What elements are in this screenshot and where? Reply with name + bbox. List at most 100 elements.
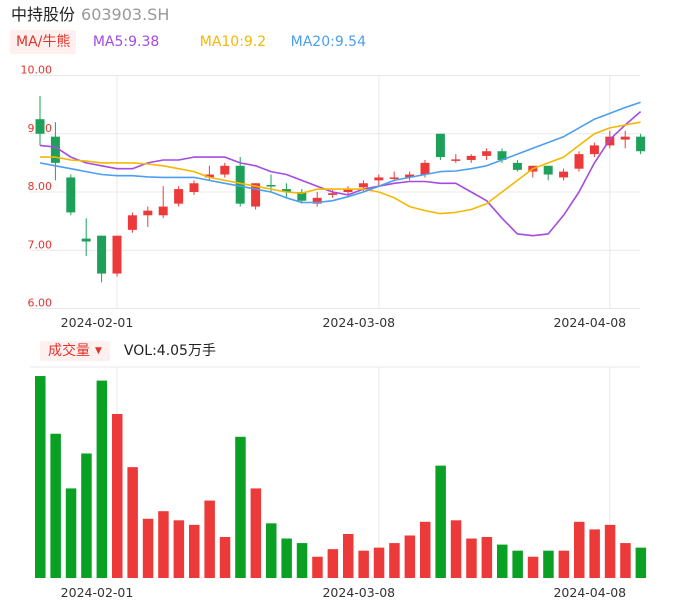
volume-bar <box>50 433 61 578</box>
volume-bar <box>358 550 369 578</box>
volume-bar <box>435 465 446 578</box>
volume-bar <box>635 547 647 578</box>
candle-body <box>620 136 630 140</box>
price-date-label: 2024-04-08 <box>553 315 626 330</box>
volume-indicator-label: 成交量 <box>48 343 90 359</box>
candle-body <box>50 136 60 163</box>
ma20-value: MA20:9.54 <box>290 34 366 50</box>
volume-bar <box>219 537 231 578</box>
volume-bar <box>450 520 462 578</box>
volume-value: VOL:4.05万手 <box>123 343 216 359</box>
volume-bar <box>558 550 570 578</box>
volume-bar <box>404 535 416 578</box>
volume-bar <box>296 543 308 578</box>
volume-bar <box>481 537 493 578</box>
candle-body <box>312 197 322 204</box>
stock-name: 中持股份 <box>11 5 76 24</box>
volume-bar <box>204 500 215 578</box>
candle-body <box>281 189 291 192</box>
candle-body <box>158 206 168 216</box>
candle-body <box>466 155 476 160</box>
candle-body <box>405 174 415 178</box>
price-tick-label: 10.00 <box>21 64 53 77</box>
volume-bar <box>142 518 154 578</box>
volume-bar <box>589 529 600 578</box>
volume-bar <box>420 521 431 578</box>
ma10-line <box>40 121 641 215</box>
volume-bar <box>250 488 262 578</box>
volume-bar <box>266 523 277 578</box>
volume-bar <box>512 550 523 578</box>
candle-body <box>420 162 430 175</box>
candle-body <box>220 165 230 175</box>
volume-bar <box>620 543 631 578</box>
candle-body <box>589 145 599 155</box>
candle-body <box>35 119 45 134</box>
volume-bar <box>466 538 477 578</box>
candle-body <box>358 183 368 188</box>
candle-body <box>143 210 153 216</box>
volume-date-label: 2024-04-08 <box>553 585 626 600</box>
candle-body <box>435 133 445 158</box>
volume-bar <box>389 543 400 578</box>
candle-body <box>451 159 461 161</box>
volume-bar <box>173 520 185 578</box>
candle-body <box>112 235 122 274</box>
volume-bar <box>189 524 200 578</box>
candle-body <box>81 238 91 242</box>
price-tick-label: 7.00 <box>28 238 53 251</box>
candle-body <box>374 177 384 181</box>
candle-body <box>127 215 137 230</box>
volume-bar <box>543 550 554 578</box>
volume-bar <box>35 376 46 578</box>
candle-body <box>497 151 507 160</box>
ma-selector-button[interactable]: MA/牛熊 <box>10 30 77 54</box>
volume-bar <box>527 556 539 578</box>
volume-indicator-dropdown[interactable]: 成交量 ▼ <box>40 341 110 361</box>
candle-body <box>574 154 584 169</box>
candle-body <box>636 136 646 152</box>
price-tick-label: 6.00 <box>28 297 53 310</box>
ma20-line <box>39 101 641 204</box>
candle-body <box>389 177 399 179</box>
volume-bar <box>235 436 246 578</box>
volume-bar <box>65 488 77 578</box>
candle-body <box>204 174 214 178</box>
candle-body <box>328 193 338 195</box>
volume-bar <box>312 556 323 578</box>
chevron-down-icon: ▼ <box>95 346 102 356</box>
price-date-label: 2024-03-08 <box>322 315 395 330</box>
volume-bar <box>158 511 169 578</box>
candle-body <box>97 235 107 274</box>
volume-date-label: 2024-02-01 <box>61 585 134 600</box>
price-date-label: 2024-02-01 <box>61 315 134 330</box>
stock-code: 603903.SH <box>81 5 170 24</box>
ma5-line <box>39 110 642 237</box>
volume-legend: 成交量 ▼ VOL:4.05万手 <box>40 341 216 361</box>
volume-bar <box>604 524 616 578</box>
volume-bar <box>112 414 123 578</box>
volume-bar <box>281 538 292 578</box>
volume-bar <box>127 467 138 578</box>
candle-body <box>512 162 522 170</box>
volume-date-label: 2024-03-08 <box>322 585 395 600</box>
volume-bar <box>96 380 108 578</box>
volume-bar <box>81 453 92 578</box>
candle-body <box>66 177 76 213</box>
ma-legend: MA/牛熊 MA5:9.38 MA10:9.2 MA20:9.54 <box>10 30 366 54</box>
ma10-value: MA10:9.2 <box>199 34 267 50</box>
volume-bar <box>343 533 354 578</box>
candle-body <box>235 165 245 204</box>
candle-body <box>251 183 261 207</box>
candle-body <box>174 189 184 204</box>
volume-bar <box>497 544 508 578</box>
candle-body <box>266 185 276 187</box>
stock-header: 中持股份 603903.SH <box>11 5 169 25</box>
price-tick-label: 8.00 <box>28 180 53 193</box>
candle-body <box>559 171 569 178</box>
ma5-value: MA5:9.38 <box>92 34 160 50</box>
volume-bar <box>327 549 339 578</box>
candle-body <box>297 192 307 201</box>
candle-body <box>543 165 553 175</box>
